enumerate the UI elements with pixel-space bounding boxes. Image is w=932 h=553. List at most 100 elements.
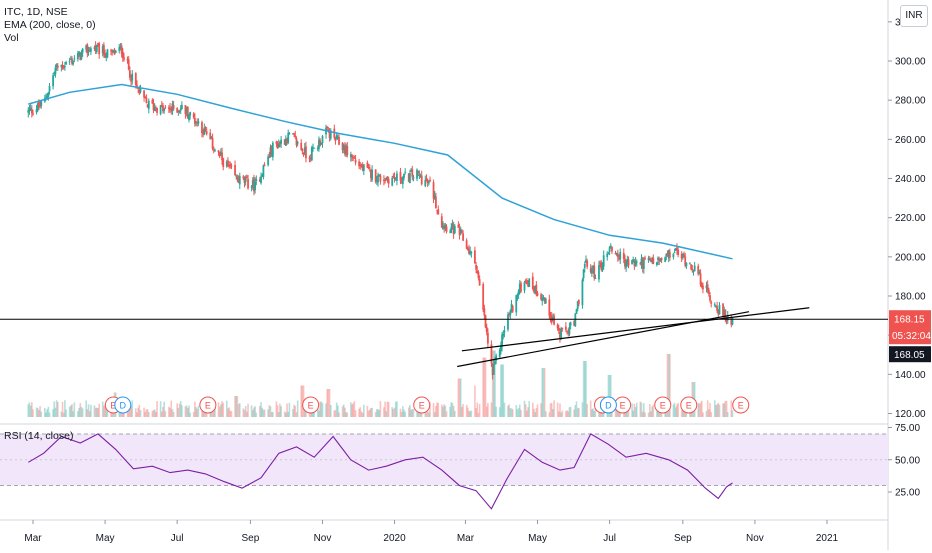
candle-body [404,171,407,173]
volume-bar [360,411,363,417]
volume-bar [494,350,496,417]
candle-body [631,259,633,265]
last-price-label: 168.15 [894,315,925,326]
candle-body [622,252,625,259]
volume-bar [410,409,412,417]
candle-body [501,334,503,347]
volume-bar [574,405,577,417]
candle-body [345,145,348,154]
volume-bar [631,403,633,417]
candle-body [574,313,577,327]
candle-body [235,175,238,177]
volume-bar [411,409,414,417]
volume-bar [48,412,51,417]
candle-body [440,216,443,228]
volume-bar [469,411,471,417]
volume-bar [93,405,96,417]
volume-bar [268,405,271,417]
legend-symbol[interactable]: ITC, 1D, NSE [4,6,68,18]
candle-body [237,179,240,183]
volume-bar [561,410,564,417]
volume-bar [188,405,190,417]
candle-body [528,278,531,287]
candle-body [399,171,402,181]
volume-bar [361,412,364,417]
candle-body [47,92,50,97]
candle-body [683,254,685,258]
candle-body [445,226,448,232]
candle-body [201,122,203,134]
candle-body [641,258,644,269]
volume-bar [194,401,196,417]
volume-bar [627,406,630,417]
volume-bar [451,403,454,417]
volume-bar [672,404,675,417]
volume-bar [88,411,91,417]
volume-bar [164,410,167,417]
rsi-axis-label: 50.00 [895,455,920,466]
volume-bar [531,402,534,417]
candle-body [214,149,216,151]
volume-bar [567,411,570,417]
volume-bar [611,409,613,417]
volume-bar [527,407,529,417]
volume-bar [186,408,189,417]
candle-body [222,158,225,168]
candle-body [559,332,561,338]
candle-body [170,109,173,111]
currency-badge[interactable]: INR [900,5,928,27]
candle-body [432,182,435,199]
candle-body [61,65,64,69]
legend-rsi[interactable]: RSI (14, close) [4,430,74,442]
candle-body [177,110,180,112]
price-axis-label: 300.00 [895,57,926,68]
volume-bar [28,402,31,417]
candle-body [176,108,179,113]
volume-bar [275,401,278,417]
candle-body [342,145,345,150]
volume-bar [255,412,258,417]
candle-body [396,173,398,181]
candle-body [184,105,187,114]
candle-body [312,147,314,149]
volume-bar [487,403,489,417]
time-axis-label: Mar [24,533,42,544]
candle-body [716,306,719,312]
volume-bar [717,402,720,417]
candle-body [699,273,702,285]
volume-bar [105,406,108,417]
volume-bar [493,350,495,417]
earnings-marker-label: E [660,401,666,411]
candle-body [180,104,183,110]
volume-bar [316,408,319,417]
candle-body [110,50,112,52]
candle-body [635,261,638,263]
candle-body [334,137,337,141]
volume-bar [368,409,371,417]
candle-body [179,108,182,111]
legend-volume[interactable]: Vol [4,32,19,44]
earnings-marker-label: E [686,401,692,411]
volume-bar [544,411,547,417]
candle-body [93,47,96,49]
candle-body [618,258,620,260]
volume-bar [552,409,554,417]
legend-ema[interactable]: EMA (200, close, 0) [4,19,96,31]
volume-bar [566,410,568,417]
candle-body [433,194,436,199]
prev-close-label: 168.05 [894,350,925,361]
candle-body [401,177,404,185]
candle-body [35,109,38,113]
candle-body [349,154,352,158]
volume-bar [509,408,512,417]
dividend-marker [114,396,132,414]
candle-body [707,289,710,294]
volume-bar [517,407,520,417]
volume-bar [98,403,100,417]
candle-body [667,250,670,258]
candle-body [352,157,355,159]
volume-bar [195,407,197,417]
volume-bar [341,406,344,417]
